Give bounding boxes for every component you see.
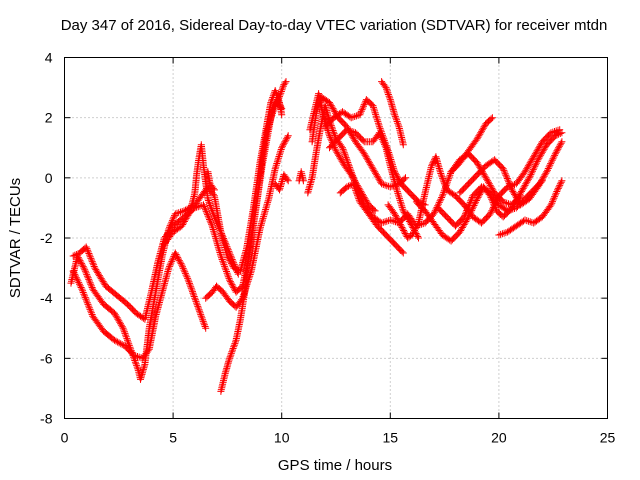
- y-tick-label: -4: [40, 290, 53, 306]
- series-arc14: [326, 126, 422, 242]
- y-tick-label: 2: [45, 110, 53, 126]
- x-tick-label: 10: [274, 430, 290, 446]
- series-marks: [308, 93, 409, 191]
- y-tick-label: 4: [45, 50, 53, 66]
- series-arc6: [217, 78, 290, 395]
- x-tick-label: 0: [61, 430, 69, 446]
- series-arc12: [308, 93, 409, 191]
- series-arc13: [321, 96, 429, 209]
- series-arc8: [271, 171, 292, 194]
- y-tick-labels: -8 -6 -4 -2 0 2 4: [40, 50, 53, 427]
- series-arc4: [160, 141, 242, 278]
- series-marks: [271, 171, 292, 194]
- series-arc21: [456, 138, 566, 209]
- x-tick-label: 5: [169, 430, 177, 446]
- y-axis-title: SDTVAR / TECUs: [7, 178, 24, 298]
- series-marks: [69, 249, 210, 362]
- series-arc3: [69, 249, 210, 362]
- series-marks: [217, 78, 290, 395]
- series-arc22: [495, 177, 566, 239]
- series-marks: [336, 180, 407, 257]
- x-tick-labels: 0 5 10 15 20 25: [61, 430, 616, 446]
- series-arc16: [378, 78, 407, 149]
- series-marks: [321, 96, 429, 209]
- series-marks: [326, 126, 422, 242]
- data-marks: [67, 78, 566, 395]
- series-arc15: [336, 180, 407, 257]
- series-marks: [456, 138, 566, 209]
- series-arc9: [295, 168, 307, 185]
- series-marks: [378, 78, 407, 149]
- y-tick-label: -2: [40, 230, 53, 246]
- x-tick-label: 15: [383, 430, 399, 446]
- series-arc7: [204, 168, 218, 194]
- series-marks: [495, 177, 566, 239]
- y-tick-label: 0: [45, 170, 53, 186]
- y-tick-label: -6: [40, 350, 53, 366]
- plot-frame: [64, 57, 608, 419]
- x-tick-label: 25: [600, 430, 616, 446]
- chart-title: Day 347 of 2016, Sidereal Day-to-day VTE…: [61, 17, 608, 34]
- series-marks: [160, 141, 242, 278]
- x-axis-title: GPS time / hours: [278, 457, 392, 474]
- x-tick-label: 20: [491, 430, 507, 446]
- y-tick-label: -8: [40, 411, 53, 427]
- series-marks: [204, 168, 218, 194]
- series-marks: [295, 168, 307, 185]
